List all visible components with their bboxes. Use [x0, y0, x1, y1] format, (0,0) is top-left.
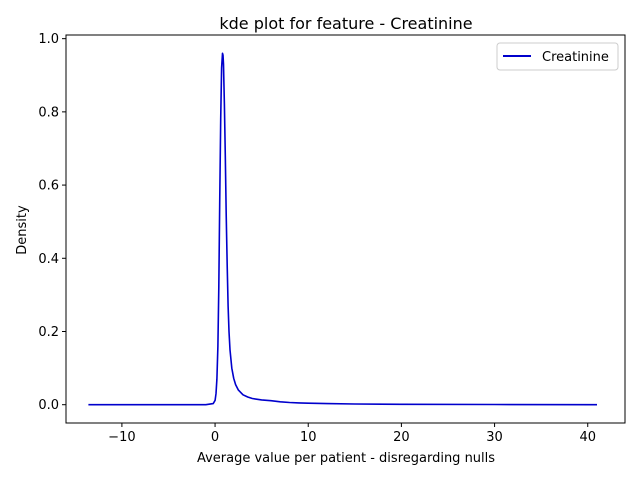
y-tick-label: 0.8	[38, 105, 59, 120]
y-tick-label: 0.0	[38, 398, 59, 413]
legend-box	[496, 42, 619, 71]
x-axis-title: Average value per patient - disregarding…	[197, 451, 495, 466]
y-tick-label: 0.4	[38, 252, 59, 267]
legend-label: Creatinine	[542, 50, 609, 65]
y-tick-label: 0.2	[38, 325, 59, 340]
x-tick-label: 10	[300, 430, 317, 445]
y-tick-label: 1.0	[38, 32, 59, 47]
x-tick-label: −10	[108, 430, 135, 445]
x-axis: −10 0 10 20 30 40	[108, 423, 596, 445]
y-axis: 0.0 0.2 0.4 0.6 0.8 1.0	[38, 32, 66, 413]
plot-frame	[65, 34, 626, 424]
series-layer	[88, 52, 598, 406]
x-tick-label: 30	[486, 430, 503, 445]
chart-title: kde plot for feature - Creatinine	[219, 14, 472, 33]
y-axis-title: Density	[15, 205, 30, 255]
series-line-creatinine	[88, 52, 598, 406]
legend: Creatinine	[496, 42, 619, 71]
y-tick-label: 0.6	[38, 179, 59, 194]
x-tick-label: 40	[579, 430, 596, 445]
x-tick-label: 20	[393, 430, 410, 445]
x-tick-label: 0	[211, 430, 219, 445]
